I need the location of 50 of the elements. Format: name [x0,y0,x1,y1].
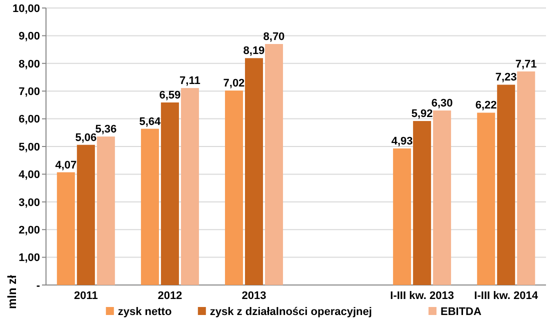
data-label: 5,92 [411,108,433,120]
y-tick-label: 8,00 [18,58,40,70]
bar [477,112,496,285]
bar [160,102,179,285]
data-label: 6,22 [475,100,497,112]
y-tick-label: 1,00 [18,252,40,264]
legend-label: EBITDA [440,306,482,318]
data-label: 8,19 [243,45,265,58]
x-tick-label: I-III kw. 2013 [390,290,454,302]
bar [264,44,283,285]
y-tick-label: 10,00 [12,2,40,15]
x-tick-label: 2012 [158,290,182,302]
data-label: 5,36 [95,124,117,136]
bar [180,88,199,285]
y-tick-label: 4,00 [18,169,40,182]
data-label: 5,64 [139,116,162,128]
y-tick-label: 3,00 [18,196,40,209]
x-tick-label: I-III kw. 2014 [474,290,539,302]
data-label: 7,23 [495,72,517,84]
data-label: 4,93 [391,135,413,148]
data-label: 6,30 [431,97,453,110]
y-tick-label: 7,00 [18,86,40,98]
y-tick-label: - [36,280,40,292]
data-label: 7,02 [223,78,245,90]
bar [56,172,75,285]
bar [140,128,159,285]
bar [497,84,516,285]
y-tick-label: 2,00 [18,224,40,236]
bar [224,90,243,285]
x-tick-label: 2011 [74,290,98,302]
bar [413,121,432,285]
legend-label: zysk netto [118,306,172,318]
bar [517,71,536,285]
bar [96,136,115,285]
x-tick-label: 2013 [242,290,266,302]
legend-label: zysk z działalności operacyjnej [210,306,372,318]
bar [393,148,412,285]
data-label: 6,59 [159,89,181,102]
y-tick-label: 9,00 [18,30,40,43]
bar [244,58,263,285]
y-tick-label: 6,00 [18,114,40,126]
data-label: 4,07 [55,159,77,172]
data-label: 8,70 [263,31,285,44]
bar [433,110,452,285]
data-label: 5,06 [75,132,97,144]
y-axis-title: mln zł [5,274,19,310]
bar [76,144,95,285]
y-tick-label: 5,00 [18,141,40,154]
data-label: 7,11 [180,75,200,88]
data-label: 7,71 [515,58,537,70]
